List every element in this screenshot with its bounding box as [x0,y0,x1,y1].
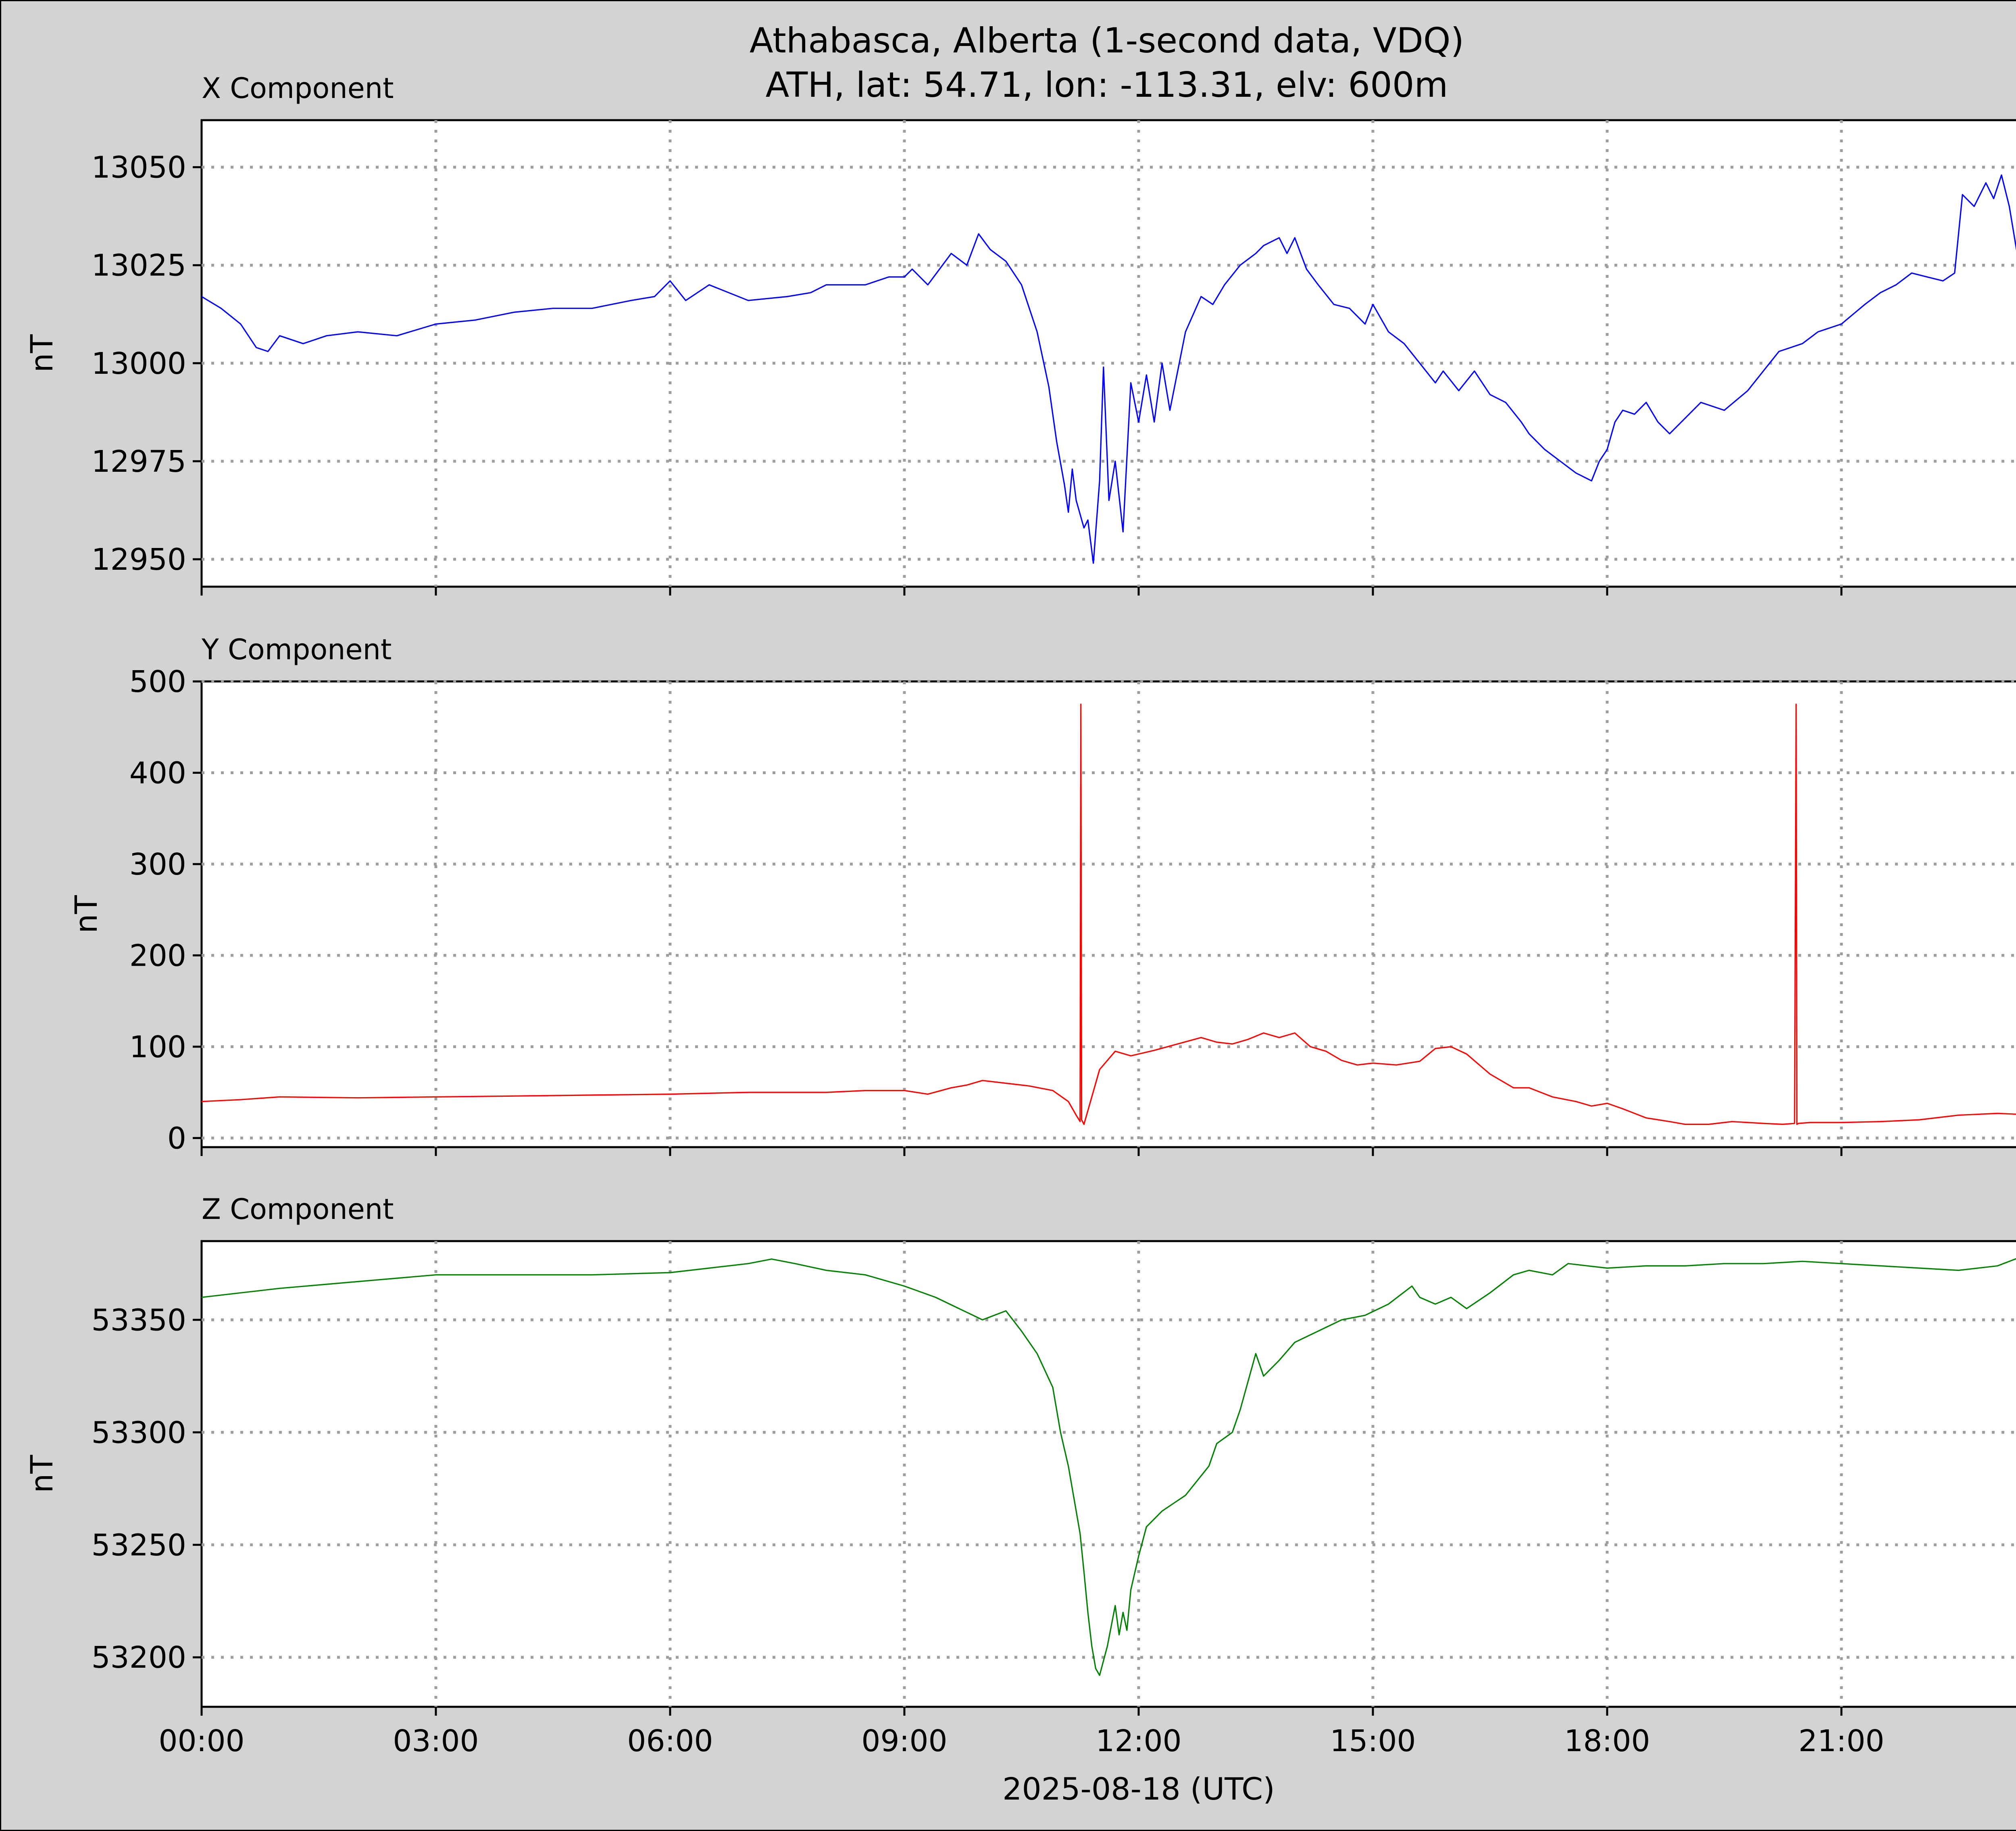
y-axis-label-z: nT [24,1455,60,1493]
x-tick-label: 21:00 [1798,1724,1884,1758]
y-tick-label: 13025 [92,248,186,283]
x-tick-label: 03:00 [393,1724,479,1758]
y-tick-label: 500 [129,664,186,699]
plot-area-y [200,680,2016,1148]
figure-title-line1: Athabasca, Alberta (1-second data, VDQ) [750,21,1464,61]
panel-title-z: Z Component [202,1193,394,1226]
x-axis-label: 2025-08-18 (UTC) [1002,1771,1275,1807]
x-tick-label: 00:00 [158,1724,244,1758]
y-tick-label: 53350 [92,1303,186,1337]
y-tick-label: 53300 [92,1415,186,1450]
y-tick-label: 53200 [92,1640,186,1675]
x-tick-label: 15:00 [1330,1724,1416,1758]
panel-title-y: Y Component [201,633,392,666]
panel-z: Z Component 53200 53250 53300 53350 00:00 03:0… [24,1193,2016,1807]
panel-y: Y Component 0 100 200 300 400 500 nT [68,633,2016,1156]
y-tick-label: 12975 [92,444,186,479]
series-line-x [202,174,2016,564]
series-line-z [202,1258,2016,1676]
x-tick-label: 09:00 [861,1724,947,1758]
y-tick-label: 0 [167,1121,186,1156]
x-tick-label: 18:00 [1564,1724,1650,1758]
x-tick-label: 12:00 [1095,1724,1181,1758]
y-tick-label: 13000 [92,346,186,381]
y-tick-label: 53250 [92,1528,186,1562]
series-line-y [202,704,2016,1125]
panels-container: X Component1295012975130001302513050nTY … [24,72,2016,1807]
y-axis-label-y: nT [68,895,104,933]
plot-area-x [200,119,2016,588]
figure-title-line2: ATH, lat: 54.71, lon: -113.31, elv: 600m [766,65,1448,105]
y-tick-label: 400 [129,756,186,790]
x-tick-label: 06:00 [627,1724,713,1758]
y-tick-label: 100 [129,1030,186,1064]
y-tick-label: 13050 [92,150,186,185]
panel-title-x: X Component [202,72,394,105]
y-tick-label: 12950 [92,542,186,577]
panel-x: X Component 12950 12975 13000 13025 13050 nT [24,72,2016,596]
y-axis-label-x: nT [24,334,60,373]
y-tick-label: 300 [129,847,186,882]
y-tick-label: 200 [129,938,186,973]
